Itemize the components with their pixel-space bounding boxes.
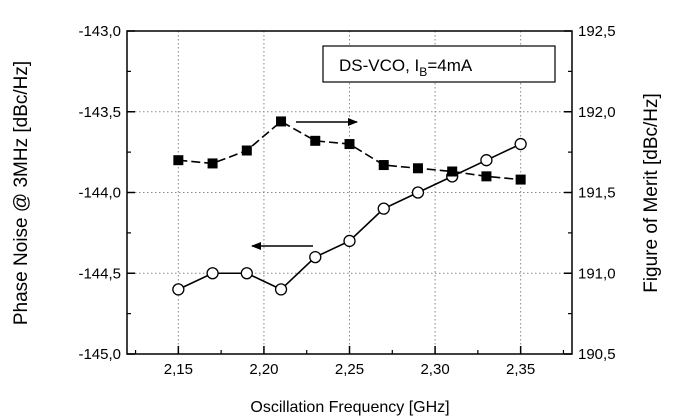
right-axis-ticks: 192,5 192,0 191,5 191,0 190,5 (564, 23, 616, 363)
data-point-phase-noise (172, 283, 185, 296)
data-point-fom (378, 160, 389, 171)
data-point-fom (241, 145, 252, 156)
data-point-phase-noise (514, 137, 527, 151)
right-tick-label: 191,5 (578, 185, 616, 202)
legend-prefix: DS-VCO, I (339, 56, 419, 75)
series-markers (172, 116, 527, 296)
left-tick-label: -145,0 (78, 346, 121, 363)
left-axis-ticks: -143,0 -143,5 -144,0 -144,5 -145,0 (78, 23, 135, 363)
data-point-fom (412, 163, 423, 174)
data-point-phase-noise (206, 267, 219, 280)
grid (127, 31, 572, 354)
data-point-phase-noise (343, 234, 356, 248)
x-tick-label: 2,35 (506, 361, 535, 378)
x-tick-label: 2,30 (420, 361, 449, 378)
left-tick-label: -144,0 (78, 185, 121, 202)
data-point-fom (447, 166, 458, 177)
legend-suffix: =4mA (427, 56, 473, 75)
legend-subscript: B (419, 65, 427, 79)
y-axis-left-title: Phase Noise @ 3MHz [dBc/Hz] (11, 61, 32, 325)
data-point-fom (310, 135, 321, 146)
x-tick-label: 2,15 (164, 361, 193, 378)
right-tick-label: 190,5 (578, 346, 616, 363)
plot-frame (126, 30, 573, 355)
right-tick-label: 191,0 (578, 265, 616, 282)
data-point-phase-noise (411, 186, 425, 199)
legend: DS-VCO, IB=4mA (322, 45, 556, 83)
x-tick-label: 2,20 (249, 361, 278, 378)
x-axis-title: Oscillation Frequency [GHz] (250, 399, 449, 416)
left-tick-label: -144,5 (78, 265, 121, 282)
x-tick-label: 2,25 (335, 361, 364, 378)
left-tick-label: -143,5 (78, 104, 121, 121)
data-point-fom (481, 171, 492, 182)
data-point-fom (344, 139, 355, 150)
series-line-fom (178, 120, 521, 181)
data-point-phase-noise (309, 250, 322, 264)
data-point-phase-noise (240, 267, 253, 280)
y-axis-right-title: Figure of Merit [dBc/Hz] (641, 93, 662, 293)
x-axis-ticks: 2,15 2,20 2,25 2,30 2,35 (134, 346, 565, 378)
right-tick-label: 192,0 (578, 104, 616, 121)
data-point-fom (515, 174, 526, 185)
data-point-phase-noise (274, 283, 288, 296)
data-point-phase-noise (377, 202, 390, 215)
right-tick-label: 192,5 (578, 23, 616, 40)
data-point-fom (207, 158, 218, 169)
legend-label: DS-VCO, IB=4mA (339, 56, 473, 79)
data-point-fom (276, 116, 287, 127)
left-tick-label: -143,0 (78, 23, 121, 40)
data-point-phase-noise (480, 154, 493, 167)
data-point-fom (173, 155, 184, 166)
legend-box (322, 45, 556, 83)
